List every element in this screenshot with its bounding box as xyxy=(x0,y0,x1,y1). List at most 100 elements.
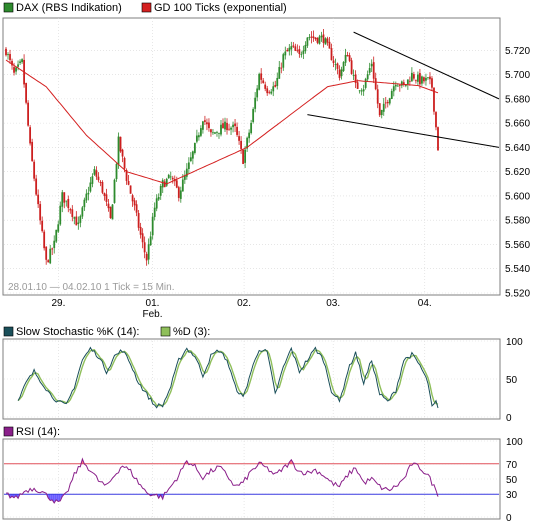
price-candle-body xyxy=(195,135,198,142)
price-candle-body xyxy=(350,60,353,74)
price-candle-body xyxy=(93,169,96,175)
price-candle-body xyxy=(226,122,228,131)
price-candle-body xyxy=(49,248,52,264)
price-candle-body xyxy=(149,236,152,246)
price-candle-body xyxy=(159,185,162,196)
stochastic-y-tick-label: 100 xyxy=(506,337,523,348)
price-candle-body xyxy=(412,74,415,79)
price-candle-body xyxy=(286,49,289,52)
rsi-y-tick-label: 30 xyxy=(506,490,518,501)
price-candle-body xyxy=(63,192,66,203)
price-candle-body xyxy=(400,81,403,86)
price-candle-body xyxy=(155,198,158,209)
price-candle-body xyxy=(292,45,295,47)
legend-label-rsi: RSI (14): xyxy=(16,426,60,438)
price-candle-body xyxy=(414,80,417,82)
price-candle-body xyxy=(197,135,200,138)
price-candle-body xyxy=(308,37,311,38)
timeframe-info: 28.01.10 — 04.02.10 1 Tick = 15 Min. xyxy=(8,282,175,293)
price-candle-body xyxy=(386,102,389,104)
price-candle-body xyxy=(352,75,355,76)
rsi-oversold-fill xyxy=(58,494,61,502)
price-candle-body xyxy=(31,141,34,161)
legend-label-dax: DAX (RBS Indikation) xyxy=(16,2,122,14)
price-candle-body xyxy=(139,226,142,235)
price-grid xyxy=(4,18,499,295)
price-candle-body xyxy=(45,246,48,260)
price-candle-body xyxy=(276,77,279,86)
price-candle-body xyxy=(392,86,395,92)
price-candle-body xyxy=(13,67,15,73)
price-candle-body xyxy=(408,80,411,82)
rsi-panel-frame xyxy=(2,438,501,520)
price-x-tick-label: 01. xyxy=(146,298,160,309)
price-candle-body xyxy=(272,86,275,92)
price-candle-body xyxy=(171,177,174,180)
price-y-tick-label: 5.620 xyxy=(505,167,530,178)
price-candle-body xyxy=(19,61,21,63)
price-candle-body xyxy=(163,181,166,188)
price-candle-body xyxy=(206,122,208,125)
price-candle-body xyxy=(326,38,329,43)
price-candle-body xyxy=(15,67,17,72)
price-candle-body xyxy=(97,176,100,181)
price-candle-body xyxy=(41,220,44,232)
rsi-oversold-fill xyxy=(54,494,57,503)
price-candle-body xyxy=(366,74,369,80)
price-candle-body xyxy=(290,46,293,50)
price-candle-body xyxy=(302,50,305,54)
price-candle-body xyxy=(238,136,240,141)
price-candle-body xyxy=(165,178,168,186)
price-candle-body xyxy=(372,62,375,79)
price-candle-body xyxy=(83,199,86,208)
price-y-tick-label: 5.520 xyxy=(505,289,530,300)
price-candle-body xyxy=(429,76,431,80)
price-candle-body xyxy=(384,102,387,104)
rsi-y-tick-label: 50 xyxy=(506,475,518,486)
price-y-tick-label: 5.600 xyxy=(505,191,530,202)
price-candle-body xyxy=(298,49,301,55)
price-candle-body xyxy=(73,217,76,219)
legend-label-stoch-k: Slow Stochastic %K (14): xyxy=(16,326,140,338)
price-candle-body xyxy=(433,87,435,112)
price-candle-body xyxy=(398,85,401,86)
price-candle-body xyxy=(330,48,333,61)
price-candle-body xyxy=(300,54,303,55)
price-candle-body xyxy=(67,198,70,209)
rsi-y-tick-label: 100 xyxy=(506,437,523,448)
price-candle-body xyxy=(177,187,180,198)
price-candle-body xyxy=(376,89,379,104)
price-candle-body xyxy=(81,207,84,217)
price-candle-body xyxy=(27,102,30,126)
price-candle-body xyxy=(77,222,80,224)
rsi-oversold-fill xyxy=(52,494,55,503)
price-candle-body xyxy=(324,38,327,45)
legend-swatch-dax xyxy=(3,2,14,13)
price-candle-body xyxy=(360,90,363,92)
price-legend: DAX (RBS Indikation) GD 100 Ticks (expon… xyxy=(3,2,287,14)
price-candle-body xyxy=(423,77,425,82)
price-candle-body xyxy=(419,73,421,85)
price-candle-body xyxy=(334,64,337,66)
rsi-oversold-fill xyxy=(50,494,53,501)
price-candle-body xyxy=(234,123,236,127)
price-candle-body xyxy=(21,59,23,63)
stochastic-y-ticks: 0 50 100 xyxy=(506,337,523,424)
price-candle-body xyxy=(262,80,265,83)
price-candle-body xyxy=(378,103,381,116)
price-candle-body xyxy=(113,179,116,203)
price-candle-body xyxy=(181,179,184,192)
price-candle-body xyxy=(364,78,367,88)
price-candle-body xyxy=(320,35,323,38)
price-candle-body xyxy=(230,127,232,130)
price-candle-body xyxy=(437,127,439,151)
price-candle-body xyxy=(129,185,132,194)
price-y-tick-label: 5.580 xyxy=(505,216,530,227)
stochastic-k-line xyxy=(17,346,439,409)
stochastic-legend-bar xyxy=(0,325,545,339)
legend-swatch-rsi xyxy=(3,426,14,437)
price-candle-body xyxy=(187,162,190,169)
price-candle-body xyxy=(216,132,218,133)
price-candle-body xyxy=(35,178,38,195)
price-candle-body xyxy=(427,77,429,79)
